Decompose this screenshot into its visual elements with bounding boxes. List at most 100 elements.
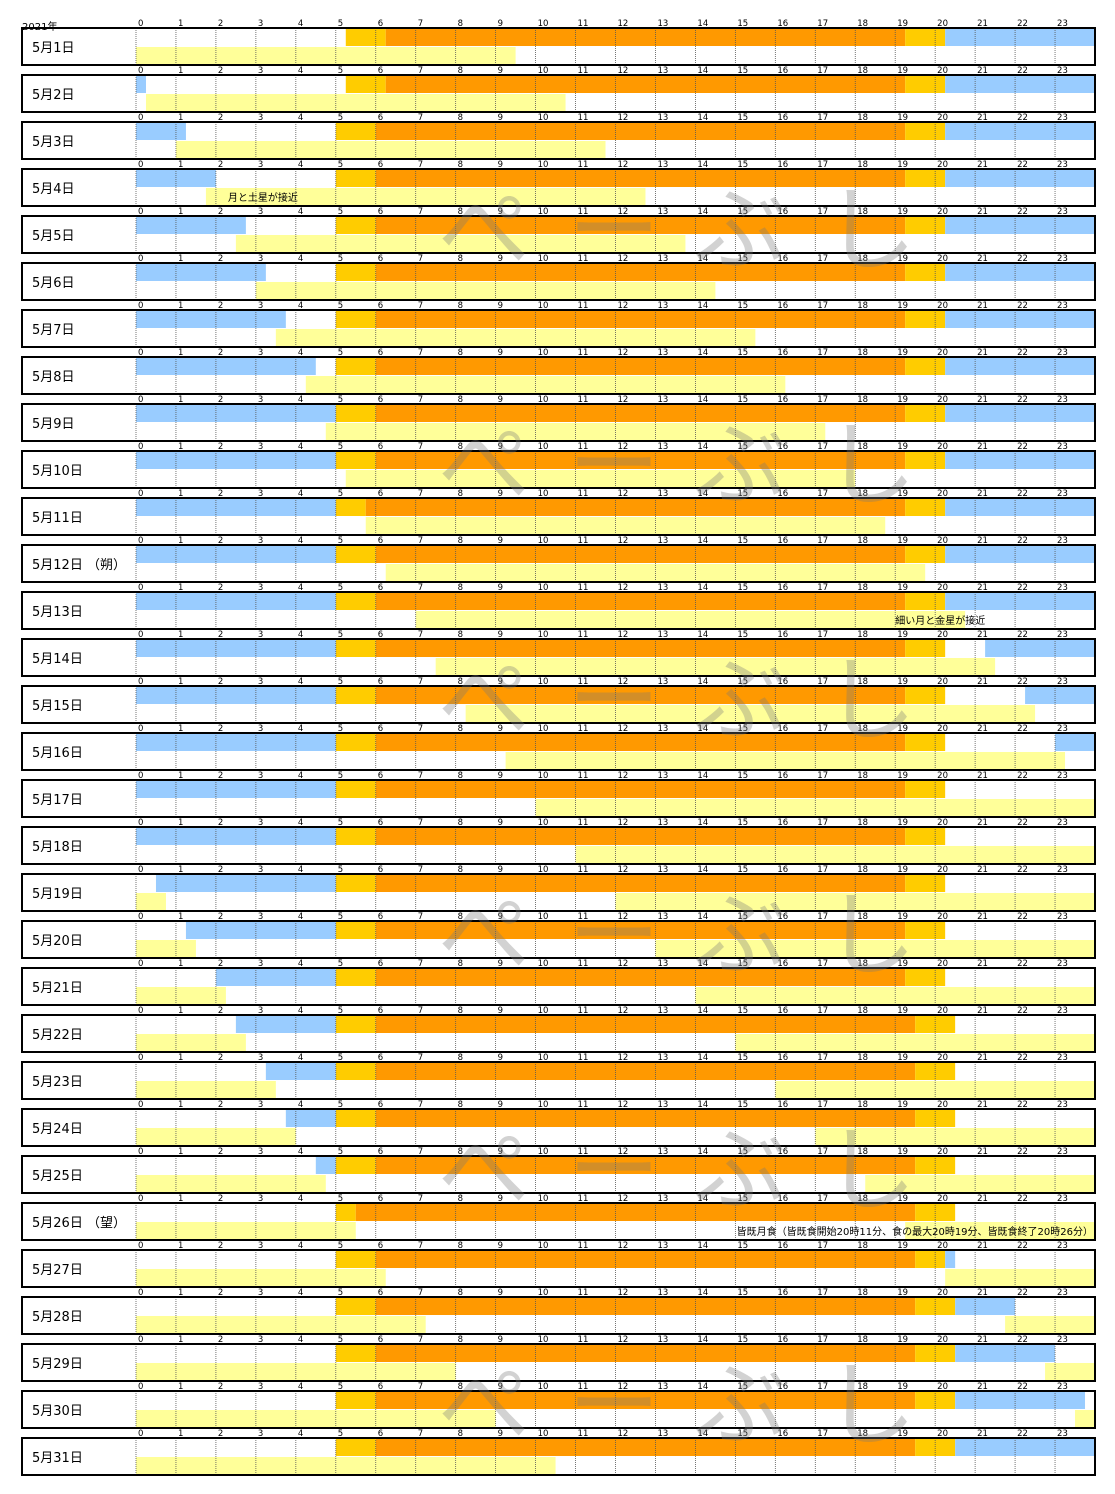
hour-tick-label: 14	[697, 301, 708, 311]
hour-tick-label: 6	[378, 348, 383, 358]
hour-tick-label: 22	[1017, 1429, 1028, 1439]
hour-tick-label: 2	[218, 677, 223, 687]
hour-tick-label: 20	[937, 536, 948, 546]
moon-up-bar	[775, 1081, 1095, 1098]
hour-tick-label: 18	[857, 630, 868, 640]
hour-tick-label: 11	[578, 959, 589, 969]
moon-up-bar	[136, 893, 166, 910]
hour-tick-label: 2	[218, 395, 223, 405]
hour-tick-label: 13	[657, 348, 668, 358]
hour-tick-label: 5	[338, 1382, 343, 1392]
hour-tick-label: 2	[218, 254, 223, 264]
hour-tick-label: 19	[897, 395, 908, 405]
row-border	[21, 1249, 1096, 1288]
hour-tick-label: 8	[458, 583, 463, 593]
hour-tick-label: 14	[697, 536, 708, 546]
hour-tick-label: 6	[378, 1335, 383, 1345]
hour-tick-label: 18	[857, 677, 868, 687]
hour-tick-label: 20	[937, 489, 948, 499]
hour-tick-label: 17	[817, 630, 828, 640]
hour-tick-label: 11	[578, 66, 589, 76]
hour-tick-label: 6	[378, 630, 383, 640]
hour-tick-label: 1	[178, 1382, 183, 1392]
hour-tick-label: 8	[458, 1147, 463, 1157]
hour-tick-label: 2	[218, 818, 223, 828]
hour-tick-label: 7	[418, 301, 423, 311]
hour-tick-label: 23	[1057, 724, 1068, 734]
hour-tick-label: 1	[178, 865, 183, 875]
hour-tick-label: 10	[538, 1053, 549, 1063]
moon-visible-bar	[185, 922, 336, 939]
hour-tick-label: 5	[338, 583, 343, 593]
moon-visible-bar	[136, 311, 286, 328]
dawn-twilight-bar	[335, 922, 376, 939]
hour-tick-label: 16	[777, 1335, 788, 1345]
hour-tick-label: 18	[857, 959, 868, 969]
dawn-twilight-bar	[335, 358, 376, 375]
row-border	[21, 920, 1096, 959]
date-label: 5月28日	[32, 1310, 83, 1325]
hour-tick-label: 16	[777, 536, 788, 546]
hour-tick-label: 22	[1017, 66, 1028, 76]
hour-tick-label: 8	[458, 489, 463, 499]
hour-tick-label: 6	[378, 254, 383, 264]
daytime-bar	[375, 1157, 916, 1174]
daytime-bar	[375, 875, 906, 892]
hour-tick-label: 20	[937, 724, 948, 734]
day-row: 0 1 2 3 4 5 6 7 8 9 10 11 12 13 14 15 16 17 18 19 20 21 22 235月…	[21, 724, 1096, 771]
hour-tick-label: 19	[897, 66, 908, 76]
hour-tick-label: 0	[138, 630, 143, 640]
hour-tick-label: 21	[977, 1053, 988, 1063]
hour-tick-label: 16	[777, 724, 788, 734]
hour-tick-label: 7	[418, 912, 423, 922]
hour-tick-label: 3	[258, 348, 263, 358]
hour-tick-label: 13	[657, 1006, 668, 1016]
hour-tick-label: 8	[458, 348, 463, 358]
row-border	[21, 1108, 1096, 1147]
date-label: 5月19日	[32, 887, 83, 902]
hour-tick-label: 17	[817, 1147, 828, 1157]
row-border	[21, 873, 1096, 912]
day-row: 0 1 2 3 4 5 6 7 8 9 10 11 12 13 14 15 16 17 18 19 20 21 22 235月…	[21, 301, 1096, 348]
hour-tick-label: 21	[977, 536, 988, 546]
hour-tick-label: 16	[777, 254, 788, 264]
hour-tick-label: 3	[258, 724, 263, 734]
hour-tick-label: 16	[777, 912, 788, 922]
hour-tick-label: 2	[218, 1335, 223, 1345]
moon-up-bar	[905, 1222, 1095, 1239]
hour-tick-label: 5	[338, 113, 343, 123]
hour-tick-label: 0	[138, 301, 143, 311]
hour-tick-label: 3	[258, 1429, 263, 1439]
hour-tick-label: 17	[817, 1382, 828, 1392]
hour-tick-label: 19	[897, 865, 908, 875]
hour-tick-label: 11	[578, 348, 589, 358]
row-border	[21, 309, 1096, 348]
hour-tick-label: 4	[298, 677, 303, 687]
hour-tick-label: 22	[1017, 677, 1028, 687]
hour-tick-label: 2	[218, 536, 223, 546]
hour-tick-label: 5	[338, 348, 343, 358]
hour-tick-label: 21	[977, 1382, 988, 1392]
hour-tick-label: 14	[697, 959, 708, 969]
daytime-bar	[375, 546, 906, 563]
hour-tick-label: 21	[977, 1335, 988, 1345]
dawn-twilight-bar	[335, 546, 376, 563]
hour-tick-label: 19	[897, 1382, 908, 1392]
hour-tick-label: 9	[498, 160, 503, 170]
hour-tick-label: 19	[897, 254, 908, 264]
hour-tick-label: 22	[1017, 1288, 1028, 1298]
hour-tick-label: 16	[777, 207, 788, 217]
hour-tick-label: 17	[817, 19, 828, 29]
daytime-bar	[365, 499, 906, 516]
dusk-twilight-bar	[905, 969, 946, 986]
hour-tick-label: 9	[498, 630, 503, 640]
hour-tick-label: 4	[298, 395, 303, 405]
hour-tick-label: 17	[817, 1053, 828, 1063]
hour-tick-label: 15	[737, 1241, 748, 1251]
hour-tick-label: 4	[298, 442, 303, 452]
hour-tick-label: 7	[418, 66, 423, 76]
hour-tick-label: 22	[1017, 724, 1028, 734]
hour-tick-label: 15	[737, 207, 748, 217]
hour-tick-label: 1	[178, 1241, 183, 1251]
hour-tick-label: 11	[578, 1194, 589, 1204]
